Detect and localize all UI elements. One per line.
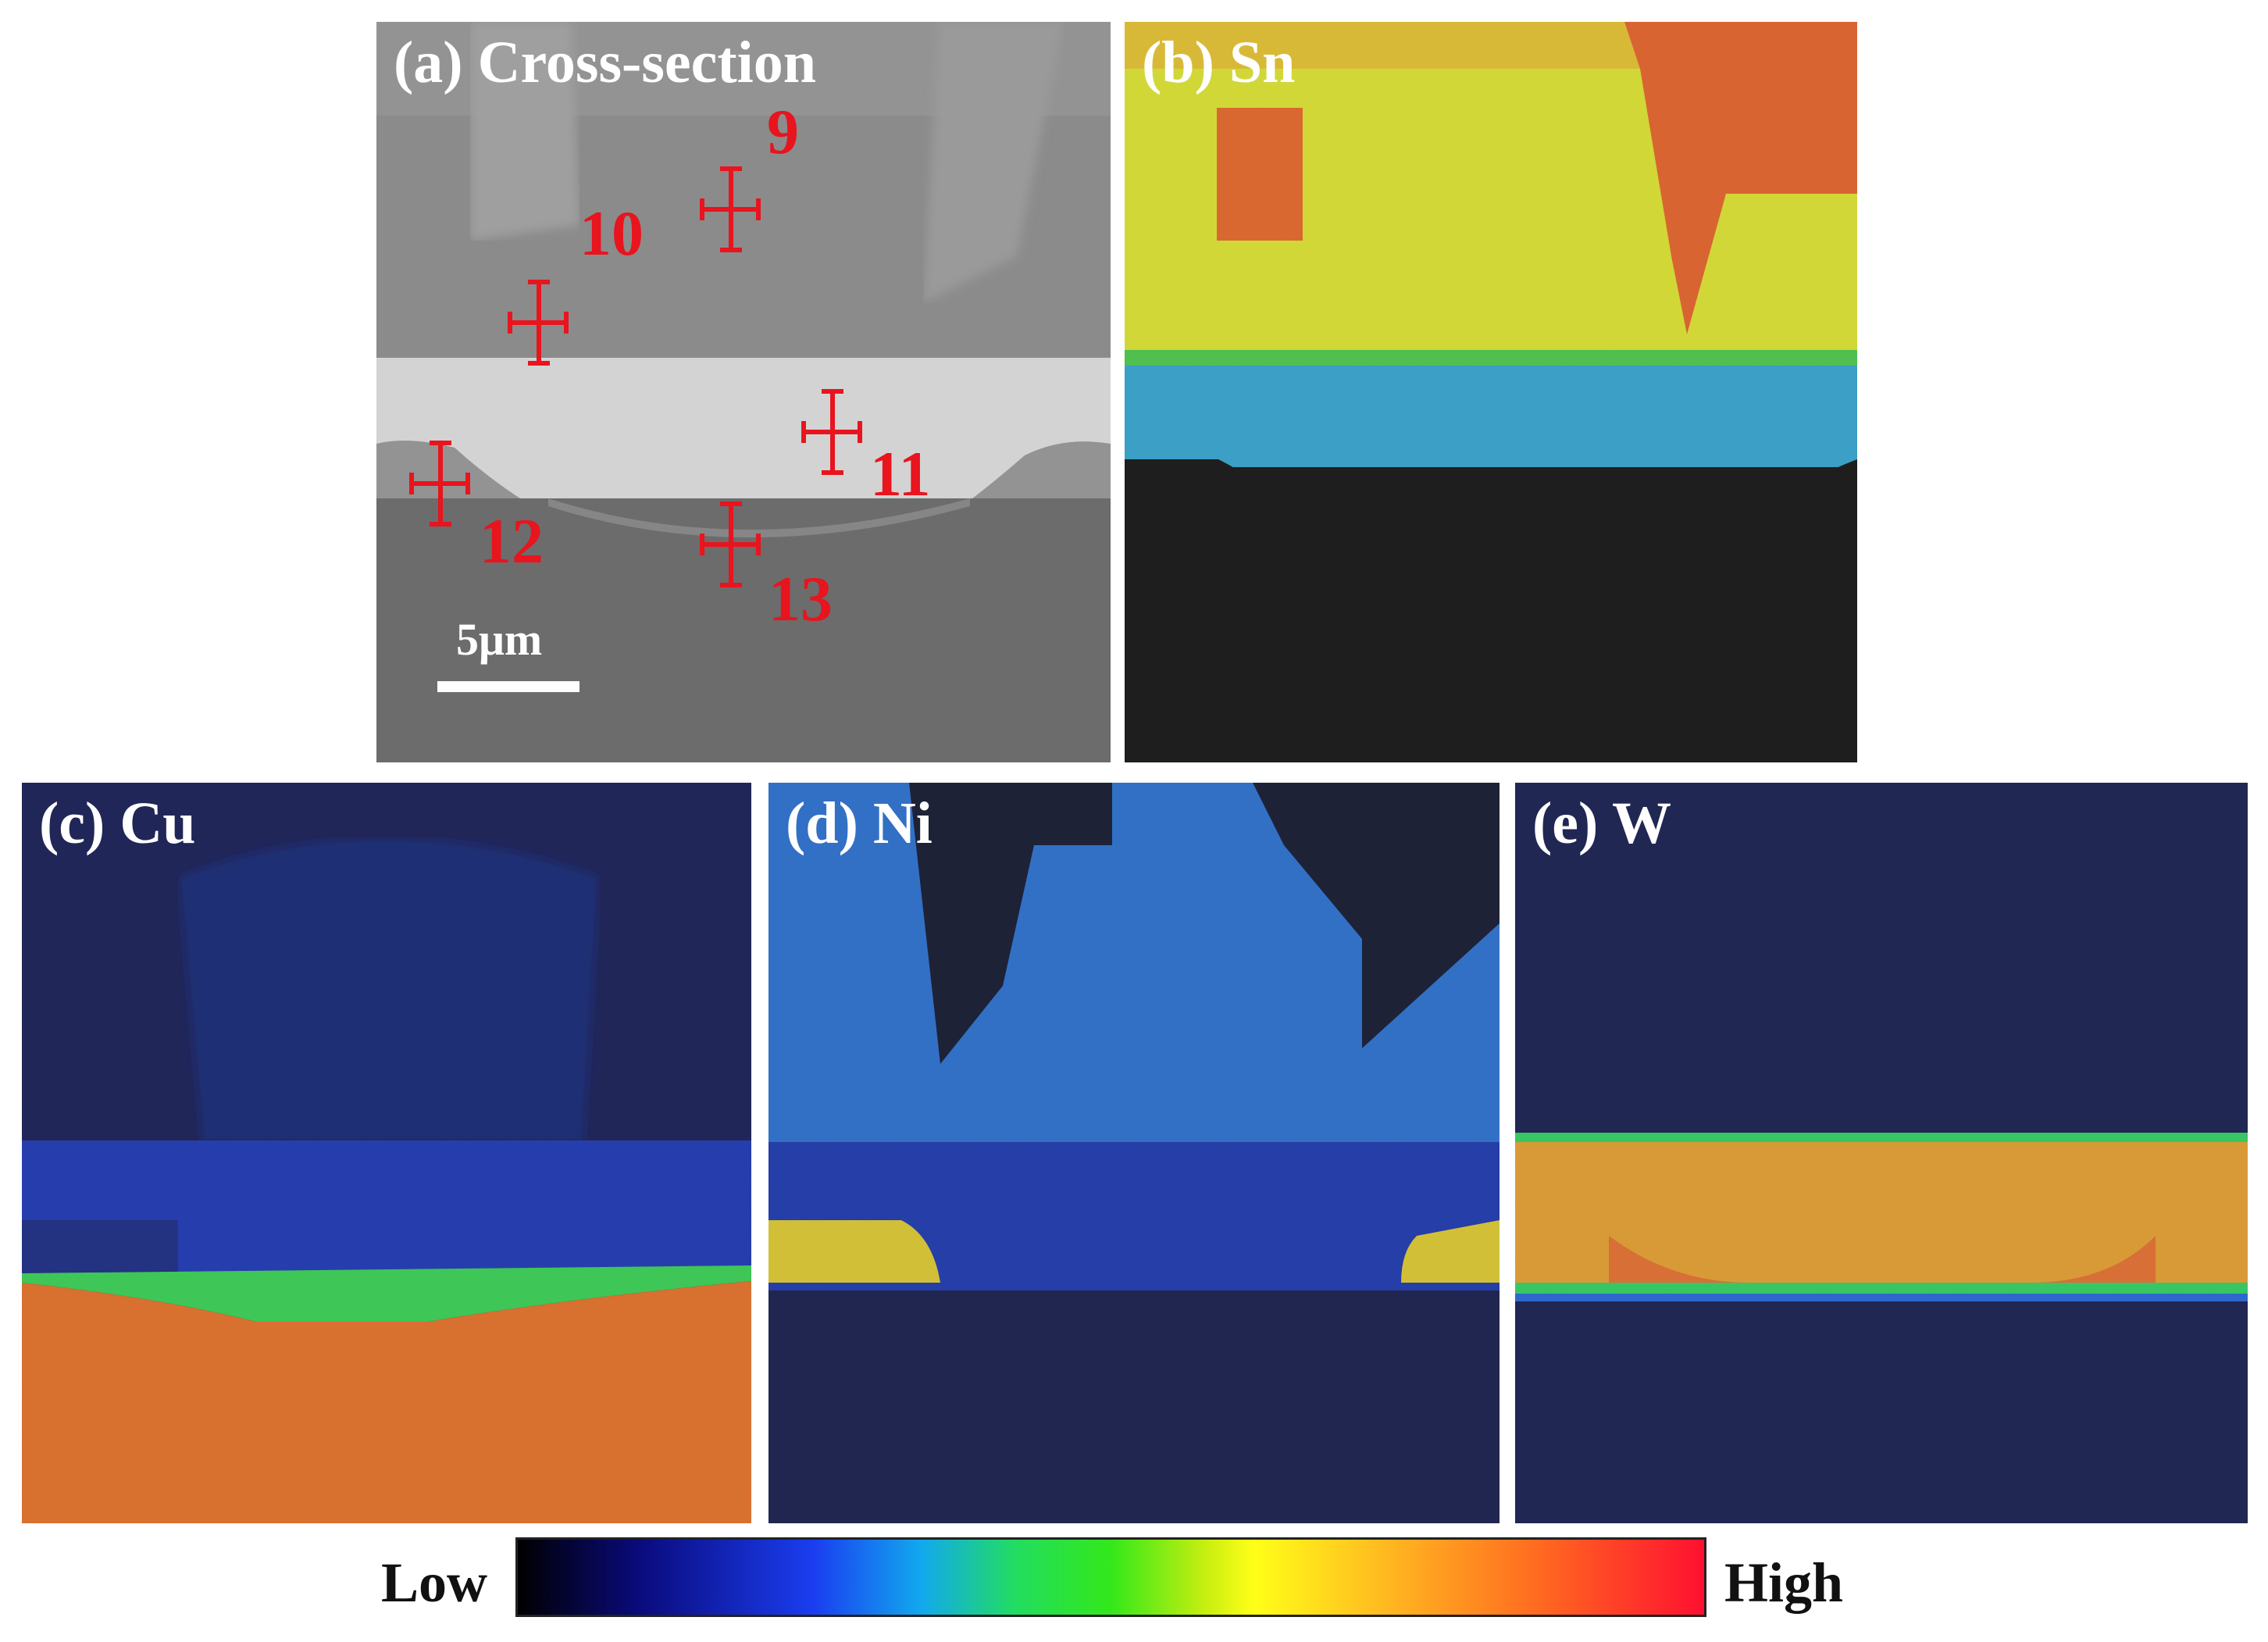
measurement-marker-10 (508, 280, 569, 366)
panel-sn-map: (b) Sn (1125, 22, 1857, 762)
marker-label-13: 13 (768, 563, 833, 634)
panel-cu-map: (c) Cu (22, 783, 751, 1523)
w-map-image (1515, 783, 2248, 1523)
colorbar-high-label: High (1724, 1551, 1844, 1614)
marker-label-11: 11 (870, 438, 931, 509)
marker-label-12: 12 (480, 505, 544, 576)
panel-e-label: (e) W (1532, 791, 1671, 856)
measurement-marker-12 (409, 441, 470, 527)
scale-bar (437, 681, 579, 692)
scale-bar-label: 5μm (456, 614, 543, 665)
sn-map-image (1125, 22, 1857, 762)
measurement-marker-9 (700, 166, 761, 252)
measurement-marker-11 (801, 389, 862, 475)
measurement-marker-13 (700, 502, 761, 587)
panel-w-map: (e) W (1515, 783, 2248, 1523)
marker-label-10: 10 (579, 198, 644, 269)
cu-map-image (22, 783, 751, 1523)
colorbar-low-label: Low (381, 1551, 488, 1614)
panel-cross-section: (a) Cross-section 9 10 11 12 13 5μm (376, 22, 1111, 762)
intensity-colorbar (515, 1537, 1706, 1617)
marker-label-9: 9 (767, 96, 799, 167)
panel-ni-map: (d) Ni (768, 783, 1500, 1523)
ni-map-image (768, 783, 1500, 1523)
panel-a-label: (a) Cross-section (394, 30, 817, 95)
panel-d-label: (d) Ni (786, 791, 933, 856)
panel-b-label: (b) Sn (1142, 30, 1296, 95)
cross-section-image (376, 22, 1111, 762)
panel-c-label: (c) Cu (39, 791, 196, 856)
